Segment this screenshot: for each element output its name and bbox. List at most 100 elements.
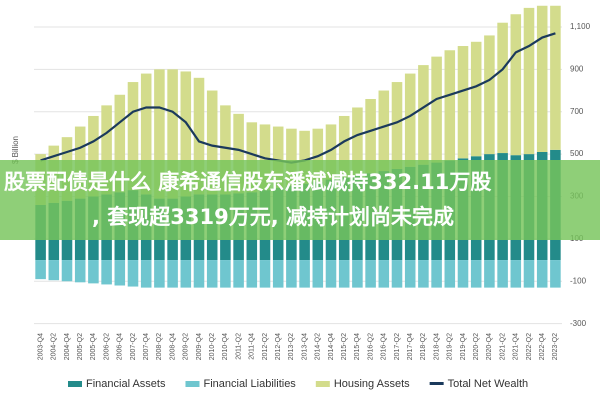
bar-segment <box>299 130 310 184</box>
bar-segment <box>391 260 403 288</box>
x-tick-label: 2011-Q2 <box>235 333 242 360</box>
x-tick-label: 2019-Q2 <box>447 333 454 360</box>
bar-segment <box>127 260 139 287</box>
x-tick-label: 2007-Q2 <box>130 333 137 360</box>
x-tick-label: 2005-Q4 <box>90 333 97 360</box>
bar-segment <box>167 69 178 199</box>
bar-segment <box>444 50 456 161</box>
bar-segment <box>35 260 46 280</box>
bar-segment <box>220 105 231 195</box>
bar-segment <box>418 65 429 165</box>
bar-segment <box>220 260 231 288</box>
bar-segment <box>536 260 548 288</box>
bar-segment <box>391 82 403 169</box>
x-tick-label: 2023-Q2 <box>552 333 559 360</box>
legend-label: Financial Assets <box>86 378 166 390</box>
y-tick-label: 1,100 <box>570 22 591 31</box>
x-tick-label: 2004-Q4 <box>64 333 71 360</box>
x-tick-label: 2017-Q2 <box>394 333 401 360</box>
y-tick-label: 500 <box>570 149 584 158</box>
bar-segment <box>352 107 363 176</box>
bar-segment <box>470 260 482 288</box>
bar-segment <box>286 128 297 186</box>
bar-segment <box>536 5 548 152</box>
bar-segment <box>510 14 522 156</box>
x-tick-label: 2018-Q4 <box>433 333 440 360</box>
x-tick-label: 2003-Q4 <box>37 333 44 360</box>
x-tick-label: 2009-Q2 <box>183 333 190 360</box>
x-tick-label: 2022-Q4 <box>539 333 546 360</box>
bar-segment <box>431 260 442 288</box>
x-tick-label: 2005-Q2 <box>77 333 84 360</box>
bar-segment <box>378 260 390 288</box>
bar-segment <box>325 124 337 180</box>
x-tick-label: 2014-Q2 <box>315 333 322 360</box>
legend-label: Housing Assets <box>334 378 410 390</box>
x-tick-label: 2015-Q4 <box>354 333 361 360</box>
bar-segment <box>154 69 165 199</box>
x-tick-label: 2020-Q2 <box>473 333 480 360</box>
legend-swatch <box>429 382 444 385</box>
x-tick-label: 2022-Q2 <box>526 333 533 360</box>
bar-segment <box>246 260 258 288</box>
bar-segment <box>365 260 376 288</box>
x-tick-label: 2011-Q4 <box>249 333 256 360</box>
x-tick-label: 2018-Q2 <box>420 333 427 360</box>
y-tick-label: 700 <box>570 107 584 116</box>
bar-segment <box>550 5 561 150</box>
bar-segment <box>338 115 350 178</box>
bar-segment <box>61 260 73 282</box>
legend-swatch <box>68 381 82 387</box>
x-tick-label: 2013-Q2 <box>288 333 295 360</box>
legend-swatch <box>315 381 330 387</box>
bar-segment <box>114 260 126 286</box>
x-tick-label: 2019-Q4 <box>460 333 467 360</box>
y-axis-label: $ Billion <box>11 136 20 164</box>
bar-segment <box>233 113 244 194</box>
x-tick-label: 2020-Q4 <box>486 333 493 360</box>
x-tick-label: 2013-Q4 <box>301 333 308 360</box>
bar-segment <box>127 82 139 191</box>
x-tick-label: 2012-Q2 <box>262 333 269 360</box>
x-tick-label: 2021-Q4 <box>513 333 520 360</box>
x-tick-label: 2010-Q2 <box>209 333 216 360</box>
x-tick-label: 2006-Q2 <box>103 333 110 360</box>
bar-segment <box>457 260 469 288</box>
bar-segment <box>312 260 324 288</box>
x-tick-label: 2009-Q4 <box>196 333 203 360</box>
bar-segment <box>404 73 416 167</box>
bar-segment <box>88 260 99 284</box>
x-tick-label: 2021-Q2 <box>499 333 506 360</box>
x-tick-label: 2010-Q4 <box>222 333 229 360</box>
bar-segment <box>101 260 112 285</box>
bar-segment <box>523 260 535 288</box>
x-tick-label: 2015-Q2 <box>341 333 348 360</box>
bar-segment <box>404 260 416 288</box>
overlay-banner <box>0 160 600 240</box>
bar-segment <box>48 260 60 281</box>
bar-segment <box>193 260 205 288</box>
bar-segment <box>140 260 152 288</box>
bar-segment <box>286 260 297 288</box>
bar-segment <box>180 71 192 197</box>
x-tick-label: 2004-Q2 <box>51 333 58 360</box>
overlay-text: 股票配债是什么 康希通信股东潘斌减持332.11万股 <box>4 170 491 194</box>
legend-label: Total Net Wealth <box>448 378 529 390</box>
y-tick-label: -100 <box>570 276 587 285</box>
bar-segment <box>101 105 112 195</box>
bar-segment <box>272 260 284 288</box>
bar-segment <box>444 260 456 288</box>
x-tick-label: 2017-Q4 <box>407 333 414 360</box>
bar-segment <box>74 260 86 283</box>
y-tick-label: -300 <box>570 319 587 328</box>
x-tick-label: 2006-Q4 <box>117 333 124 360</box>
bar-segment <box>259 260 271 288</box>
x-tick-label: 2007-Q4 <box>143 333 150 360</box>
bar-segment <box>484 35 495 155</box>
bar-segment <box>378 90 390 172</box>
bar-segment <box>114 94 126 193</box>
bar-segment <box>497 22 508 154</box>
bar-segment <box>299 260 310 288</box>
x-tick-label: 2014-Q4 <box>328 333 335 360</box>
